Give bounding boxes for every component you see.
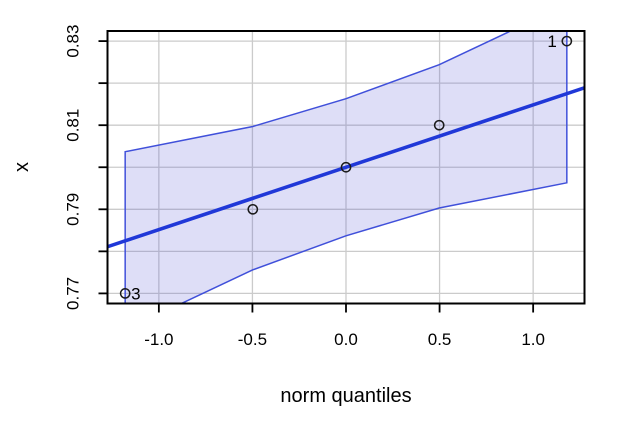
point-label: 1 bbox=[547, 32, 556, 51]
x-tick-label: 0.5 bbox=[428, 330, 452, 349]
data-point bbox=[340, 161, 352, 173]
plot-border bbox=[106, 30, 586, 305]
y-tick-label: 0.81 bbox=[64, 109, 83, 142]
axis-layer: -1.0 -0.5 0.0 0.5 1.0 0.77 0.79 0.81 0.83 bbox=[64, 25, 586, 349]
fit-line-layer bbox=[107, 86, 585, 249]
x-axis-title: norm quantiles bbox=[280, 385, 411, 407]
data-point bbox=[433, 119, 445, 131]
data-point bbox=[561, 35, 573, 47]
fit-line bbox=[107, 86, 585, 249]
point-layer: 31 bbox=[119, 32, 573, 303]
data-point bbox=[119, 288, 131, 299]
data-point bbox=[247, 203, 259, 215]
y-tick-label: 0.83 bbox=[64, 25, 83, 58]
x-tick-label: -1.0 bbox=[144, 330, 173, 349]
y-tick-label: 0.79 bbox=[64, 193, 83, 226]
x-tick-label: 1.0 bbox=[521, 330, 545, 349]
point-label: 3 bbox=[131, 284, 140, 303]
y-tick-label: 0.77 bbox=[64, 277, 83, 310]
y-axis-title: x bbox=[11, 162, 33, 172]
x-tick-label: 0.0 bbox=[334, 330, 358, 349]
x-tick-label: -0.5 bbox=[238, 330, 267, 349]
